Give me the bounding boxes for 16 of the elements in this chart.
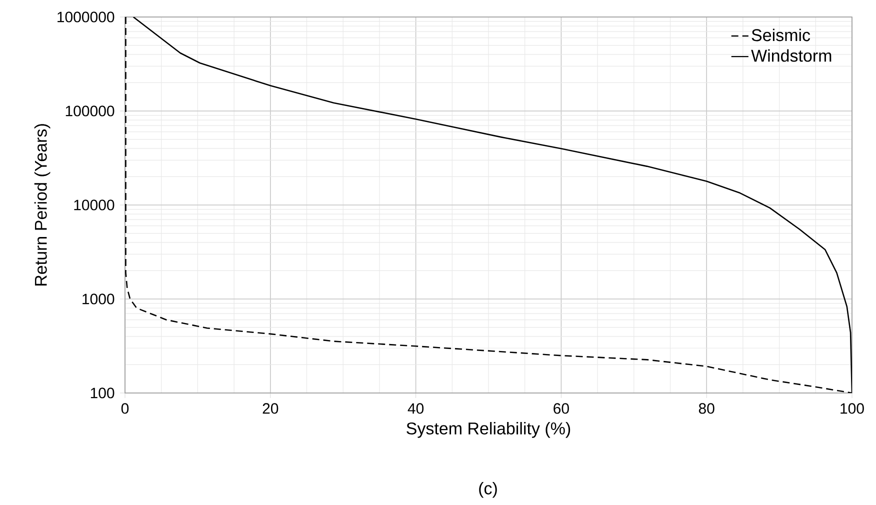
y-tick-label: 1000 [82, 294, 114, 304]
x-axis-title: System Reliability (%) [406, 422, 570, 438]
x-tick-label: 100 [840, 403, 864, 414]
x-tick-label: 60 [554, 403, 569, 414]
x-tick-label: 0 [121, 403, 129, 414]
legend-label: Seismic [752, 28, 810, 42]
x-tick-label: 80 [698, 403, 714, 414]
y-tick-label: 10000 [74, 200, 114, 210]
y-tick-label: 1000000 [58, 12, 114, 22]
legend-label: Windstorm [751, 49, 832, 62]
y-tick-label: 100000 [66, 106, 114, 116]
y-tick-label: 100 [90, 388, 114, 398]
x-tick-label: 20 [262, 403, 278, 414]
text: (c) [479, 482, 497, 498]
x-tick-label: 40 [408, 403, 424, 414]
y-axis-title: Return Period (Years) [34, 124, 50, 286]
